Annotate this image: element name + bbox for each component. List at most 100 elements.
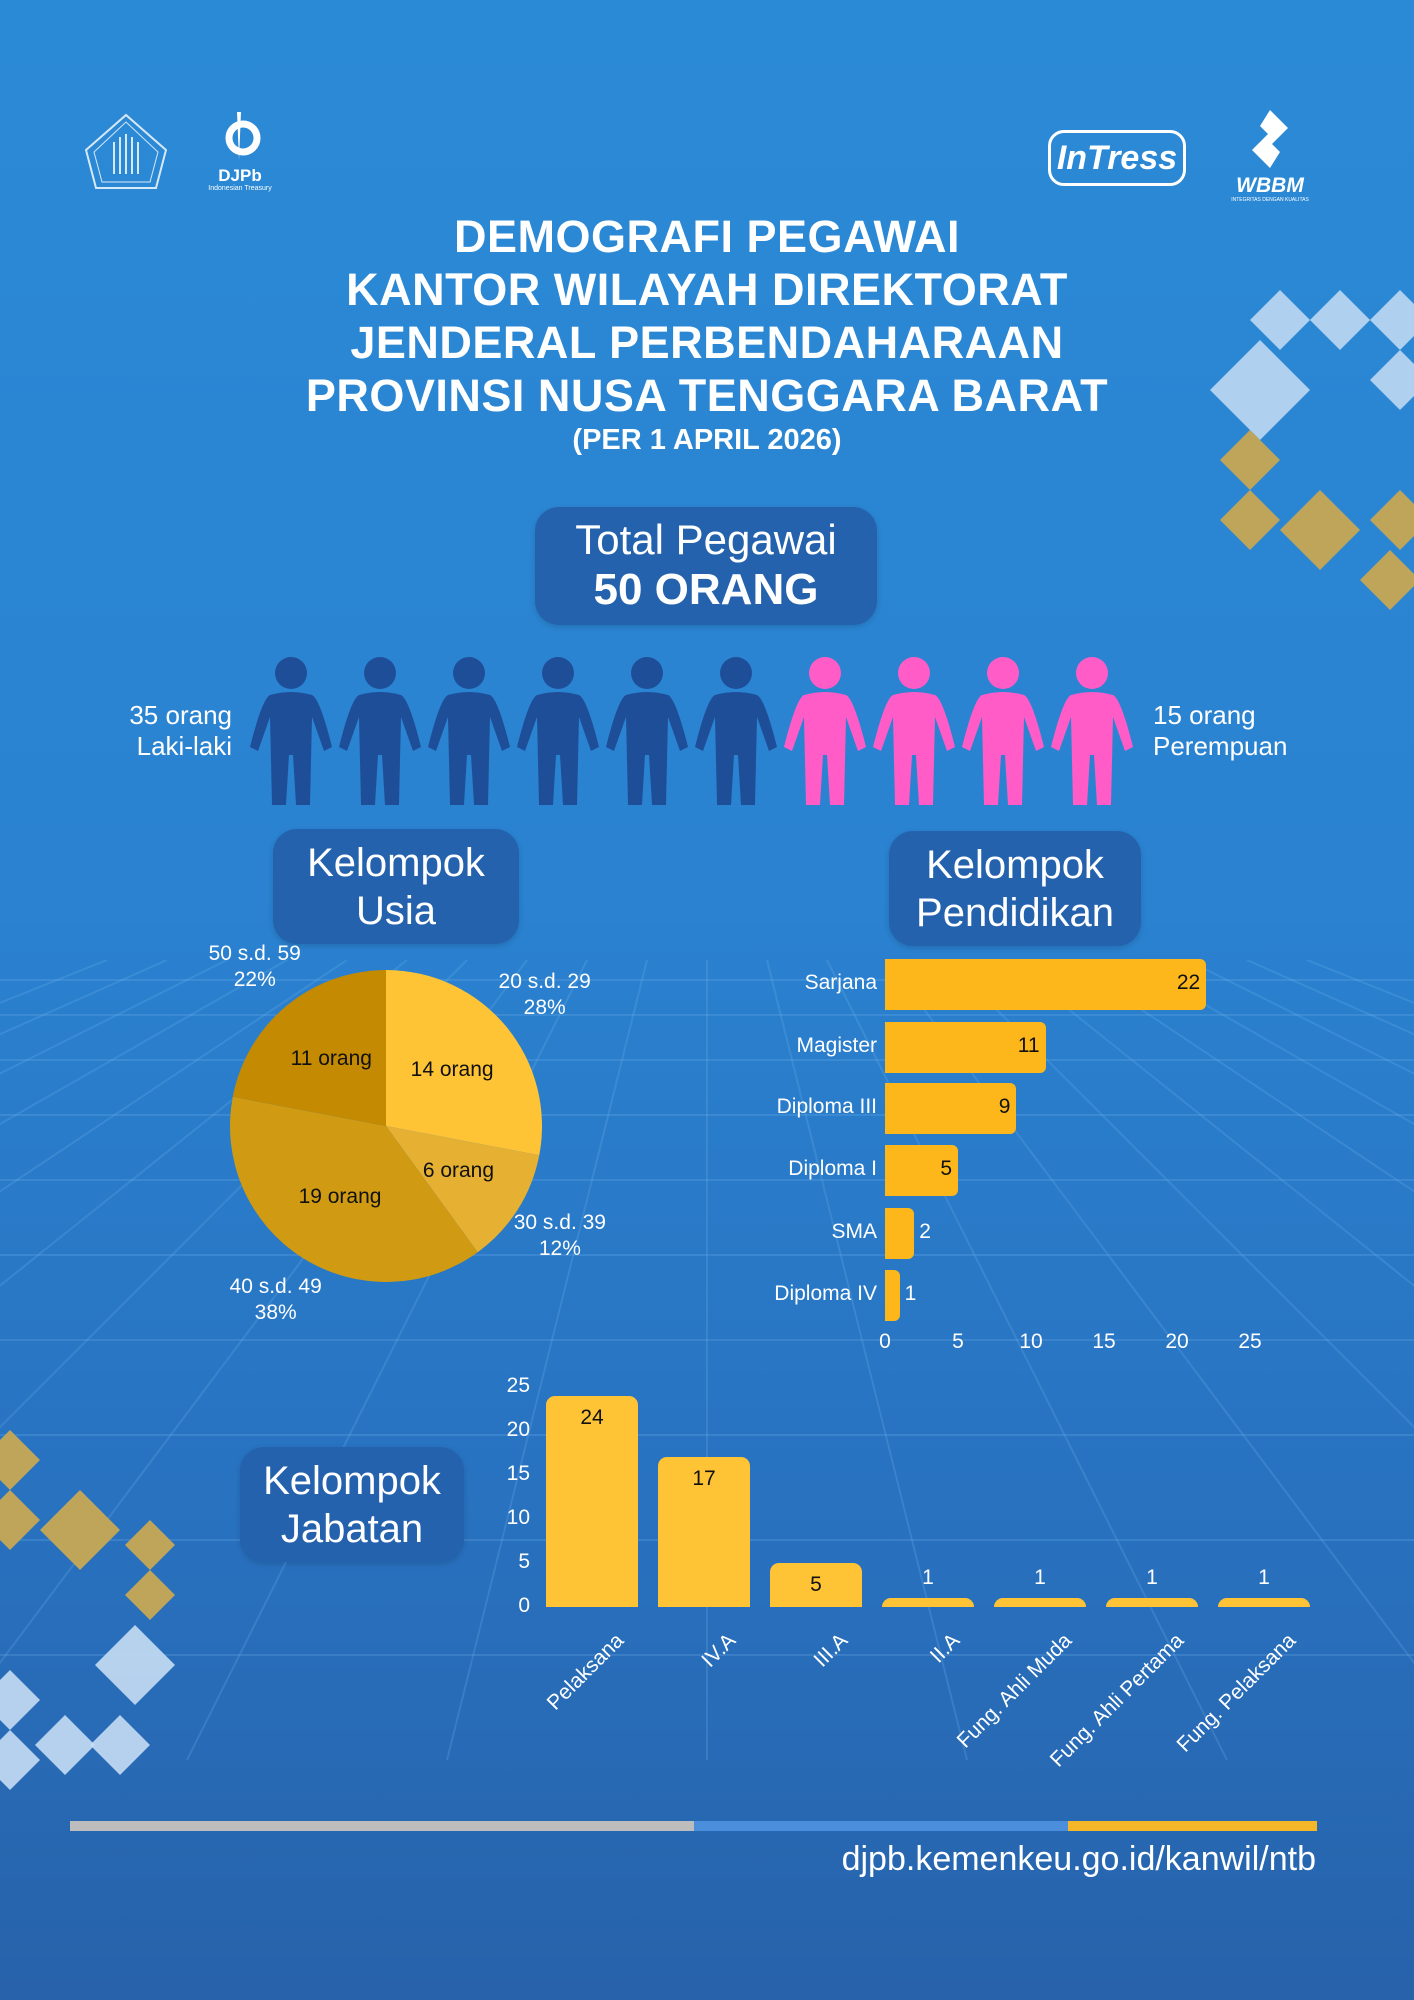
education-value-label: 5 [940,1157,952,1180]
pie-slice [232,970,386,1126]
position-bar [658,1457,750,1607]
total-value: 50 ORANG [593,565,819,614]
education-bar [885,1082,1017,1134]
footer-bar-gray [70,1821,694,1831]
education-category-label: Diploma IV [774,1282,877,1305]
total-label: Total Pegawai [575,516,837,563]
pie-percent: 38% [254,1300,297,1324]
male-person-icon [695,657,777,805]
section-title-line: Pendidikan [916,891,1114,935]
position-bar [1218,1598,1310,1607]
male-summary: 35 orang Laki-laki [100,700,232,762]
footer-bar-yellow [1068,1821,1317,1831]
pie-category: 20 s.d. 29 [498,969,591,993]
kemenkeu-logo [84,113,168,189]
education-value-label: 1 [904,1282,917,1305]
pie-slice [386,970,542,1156]
section-title-line: Usia [355,889,437,933]
position-value-label: 1 [922,1566,934,1590]
decorative-diamonds-left [0,1430,175,1790]
education-category-label: Diploma III [776,1095,877,1118]
female-summary: 15 orang Perempuan [1153,700,1353,762]
female-person-icon [784,657,866,805]
education-value-label: 11 [1017,1034,1040,1057]
position-value-label: 5 [810,1573,822,1596]
pie-slice [229,1096,478,1282]
pie-category: 50 s.d. 59 [208,942,301,966]
education-axis-tick: 10 [1019,1330,1043,1353]
position-bar [546,1395,638,1607]
education-bar [885,1269,900,1321]
pie-percent: 28% [523,995,566,1019]
total-pegawai-box: Total Pegawai 50 ORANG [535,507,877,625]
section-title-line: Kelompok [926,843,1104,887]
pie-slice-category-label: 40 s.d. 49 38% [206,1274,346,1326]
position-axis-tick: 15 [506,1462,530,1485]
position-axis-tick: 20 [506,1418,530,1441]
pie-slice-category-label: 30 s.d. 39 12% [490,1210,630,1262]
education-axis-tick: 0 [879,1330,891,1353]
section-title-line: Kelompok [263,1459,441,1503]
male-person-icon [606,657,688,805]
page-subtitle: (PER 1 APRIL 2026) [572,424,842,456]
female-person-icon [962,657,1044,805]
title-line: JENDERAL PERBENDAHARAAN [350,317,1064,368]
education-axis-tick: 15 [1092,1330,1116,1353]
education-axis-tick: 5 [952,1330,964,1353]
male-person-icon [339,657,421,805]
pie-slice-value-label: 6 orang [422,1158,495,1182]
male-person-icon [428,657,510,805]
position-axis-tick: 25 [506,1374,530,1397]
wbbm-logo-subtext: INTEGRITAS DENGAN KUALITAS [1231,197,1309,203]
section-title-line: Kelompok [307,841,485,885]
position-axis-tick: 0 [518,1594,530,1617]
male-person-icon [250,657,332,805]
education-axis-tick: 25 [1238,1330,1262,1353]
title-line: PROVINSI NUSA TENGGARA BARAT [305,370,1109,421]
position-axis-tick: 5 [518,1550,530,1573]
pie-category: 30 s.d. 39 [513,1211,606,1235]
position-bar [882,1598,974,1607]
position-value-label: 1 [1034,1566,1046,1590]
footer-bar-blue [694,1821,1068,1831]
wbbm-logo-text: WBBM [1236,174,1304,197]
intress-logo: InTress [1048,130,1186,186]
female-count: 15 orang [1153,700,1256,730]
position-value-label: 24 [580,1405,604,1429]
pie-slice-value-label: 11 orang [290,1046,372,1070]
pie-category: 40 s.d. 49 [229,1274,322,1298]
position-value-label: 1 [1146,1566,1158,1590]
position-value-label: 17 [692,1467,716,1491]
female-person-icon [1051,657,1133,805]
education-bar [885,1021,1046,1073]
male-person-icon [517,657,599,805]
pie-slice [386,1126,540,1253]
section-title-pendidikan: Kelompok Pendidikan [889,831,1141,946]
position-bar [770,1563,862,1607]
djpb-logo-text: DJPb [218,166,262,185]
education-category-label: Diploma I [788,1157,877,1180]
education-value-label: 9 [998,1095,1011,1118]
djpb-logo-subtext: Indonesian Treasury [208,185,272,192]
section-title-jabatan: Kelompok Jabatan [240,1447,464,1562]
education-bar [885,958,1207,1010]
decorative-diamonds-right [1210,290,1414,610]
female-label: Perempuan [1153,731,1288,761]
position-axis-tick: 10 [506,1506,530,1529]
male-count: 35 orang [129,700,232,730]
education-category-label: Sarjana [804,971,877,994]
section-title-line: Jabatan [280,1507,424,1551]
section-title-usia: Kelompok Usia [273,829,519,944]
website-url[interactable]: djpb.kemenkeu.go.id/kanwil/ntb [841,1840,1316,1878]
pie-slice-value-label: 14 orang [410,1058,494,1082]
education-category-label: SMA [831,1220,877,1243]
education-category-label: Magister [796,1034,877,1057]
position-bar [1106,1598,1198,1607]
education-value-label: 22 [1176,971,1201,994]
position-bar [994,1598,1086,1607]
pie-slice-category-label: 20 s.d. 29 28% [475,969,615,1021]
pie-percent: 12% [538,1237,581,1261]
gender-people-row [248,655,1148,815]
page-title: DEMOGRAFI PEGAWAI KANTOR WILAYAH DIREKTO… [0,210,1414,422]
pie-percent: 22% [233,968,276,992]
